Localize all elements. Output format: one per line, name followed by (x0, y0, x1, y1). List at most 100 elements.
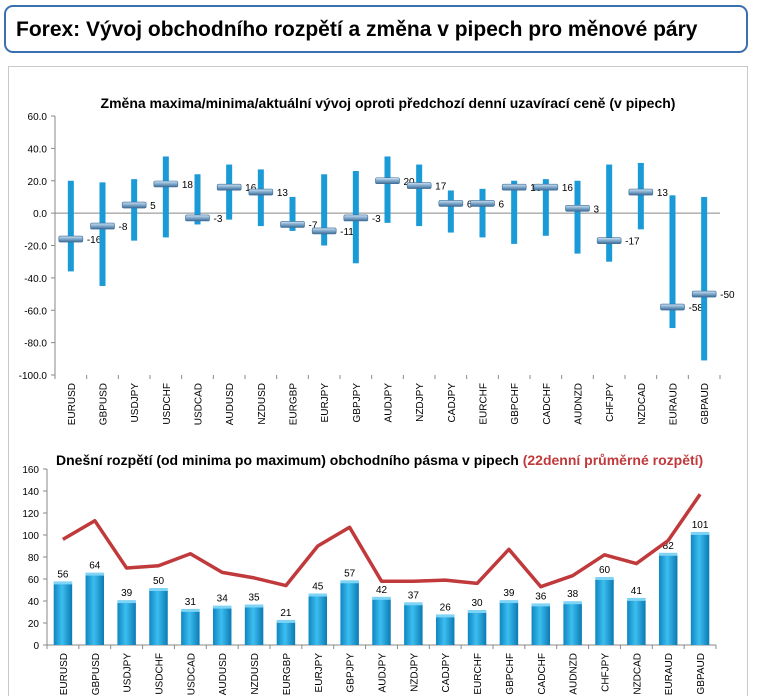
range-bar-nzdjpy (416, 164, 423, 227)
x-tick-label: GBPJPY (346, 653, 357, 693)
x-tick-label: EURAUD (669, 383, 680, 425)
bar-value-label: 41 (631, 586, 643, 597)
bar-value-label: 39 (503, 588, 515, 599)
bar-value-label: 37 (408, 590, 420, 601)
range-bar-cadjpy (447, 190, 454, 233)
range-bar-audjpy (384, 156, 391, 223)
y-tick-label: 0.0 (33, 209, 47, 220)
bar-value-label: 60 (599, 565, 611, 576)
bar-cap (181, 608, 200, 612)
y-tick-label: -40.0 (24, 274, 47, 285)
x-tick-label: AUDNZD (574, 383, 585, 425)
range-bar-audnzd (563, 603, 582, 645)
range-bar-usdcad (181, 610, 200, 645)
current-marker-audjpy (375, 177, 400, 185)
x-tick-label: USDJPY (130, 383, 141, 423)
x-tick-label: GBPUSD (99, 383, 110, 425)
bar-value-label: 82 (663, 541, 675, 552)
bar-value-label: 35 (249, 593, 261, 604)
range-bar-gbpusd (85, 574, 105, 645)
range-bar-cadjpy (435, 616, 455, 645)
x-tick-label: NZDJPY (409, 653, 420, 692)
bar-cap (340, 580, 359, 584)
y-tick-label: 40 (28, 597, 40, 608)
x-tick-label: EURJPY (320, 383, 331, 423)
bar-cap (372, 596, 391, 600)
y-tick-label: 40.0 (28, 144, 48, 155)
bar-cap (308, 593, 328, 597)
x-tick-label: CHFJPY (601, 653, 612, 692)
range-bar-eurjpy (321, 174, 328, 246)
current-value-label: 13 (657, 188, 669, 199)
chart-title-note: (22denní průměrné rozpětí) (523, 452, 703, 468)
range-bar-euraud (658, 554, 678, 645)
x-tick-label: USDJPY (123, 653, 134, 693)
x-tick-label: AUDJPY (384, 383, 395, 423)
current-value-label: 6 (499, 199, 505, 210)
current-marker-usdjpy (121, 201, 147, 209)
range-bar-gbpaud (701, 196, 708, 361)
bar-value-label: 34 (217, 594, 229, 605)
average-range-line (62, 493, 702, 589)
range-bar-audjpy (372, 598, 391, 645)
x-tick-label: AUDJPY (378, 653, 389, 693)
y-tick-label: 60 (28, 575, 40, 586)
range-bar-audusd (212, 607, 232, 645)
range-bar-gbpjpy (340, 582, 359, 645)
current-marker-eurjpy (311, 227, 337, 235)
x-tick-label: GBPAUD (696, 653, 707, 695)
chart-title: Dnešní rozpětí (od minima po maximum) ob… (56, 452, 703, 468)
range-bar-chfjpy (606, 164, 613, 262)
y-tick-label: -20.0 (24, 242, 47, 253)
current-marker-chfjpy (596, 237, 622, 244)
bar-value-label: 42 (376, 585, 388, 596)
y-tick-label: 20.0 (28, 177, 48, 188)
range-bar-nzdusd (244, 606, 264, 645)
y-tick-label: -60.0 (24, 306, 47, 317)
range-bar-eurusd (67, 180, 74, 272)
page-title: Forex: Vývoj obchodního rozpětí a změna … (16, 18, 698, 41)
current-marker-nzdcad (628, 188, 654, 196)
current-value-label: 16 (245, 183, 257, 194)
bar-cap (499, 600, 519, 604)
range-bar-eurgbp (289, 196, 296, 231)
range-bar-nzdcad (627, 599, 646, 645)
x-tick-label: EURJPY (314, 653, 325, 693)
x-tick-label: GBPCHF (510, 383, 521, 425)
bar-cap (117, 600, 136, 604)
range-bar-nzdjpy (404, 604, 423, 645)
current-marker-usdcad (185, 214, 210, 222)
bar-cap (53, 581, 73, 585)
bar-cap (404, 602, 423, 606)
range-bar-eurgbp (276, 621, 296, 645)
range-bar-chfjpy (595, 579, 614, 645)
bar-cap (690, 531, 710, 535)
bar-value-label: 45 (312, 582, 324, 593)
y-tick-label: -80.0 (24, 339, 47, 350)
range-bar-cadchf (542, 179, 549, 236)
current-value-label: -58 (689, 303, 704, 314)
range-bar-usdcad (194, 174, 201, 225)
bar-cap (435, 614, 455, 618)
x-tick-label: EURUSD (67, 383, 78, 425)
x-tick-label: CADJPY (447, 383, 458, 423)
bar-cap (531, 603, 551, 607)
current-marker-cadjpy (438, 200, 464, 207)
chart-frame (8, 66, 748, 696)
current-value-label: -16 (87, 235, 102, 246)
current-value-label: -3 (372, 214, 381, 225)
current-marker-nzdjpy (406, 182, 432, 189)
range-bar-gbpchf (499, 602, 519, 645)
x-tick-label: GBPJPY (352, 383, 363, 423)
x-tick-label: EURCHF (479, 383, 490, 425)
current-value-label: -11 (340, 227, 354, 238)
range-bar-audusd (226, 164, 233, 220)
current-value-label: -3 (214, 214, 223, 225)
current-value-label: 13 (277, 188, 289, 199)
current-marker-audnzd (565, 204, 590, 212)
bar-cap (85, 572, 105, 576)
range-bar-audnzd (574, 180, 581, 254)
range-bar-usdchf (149, 590, 168, 645)
range-bar-eurusd (53, 583, 73, 645)
bar-cap (595, 577, 614, 580)
